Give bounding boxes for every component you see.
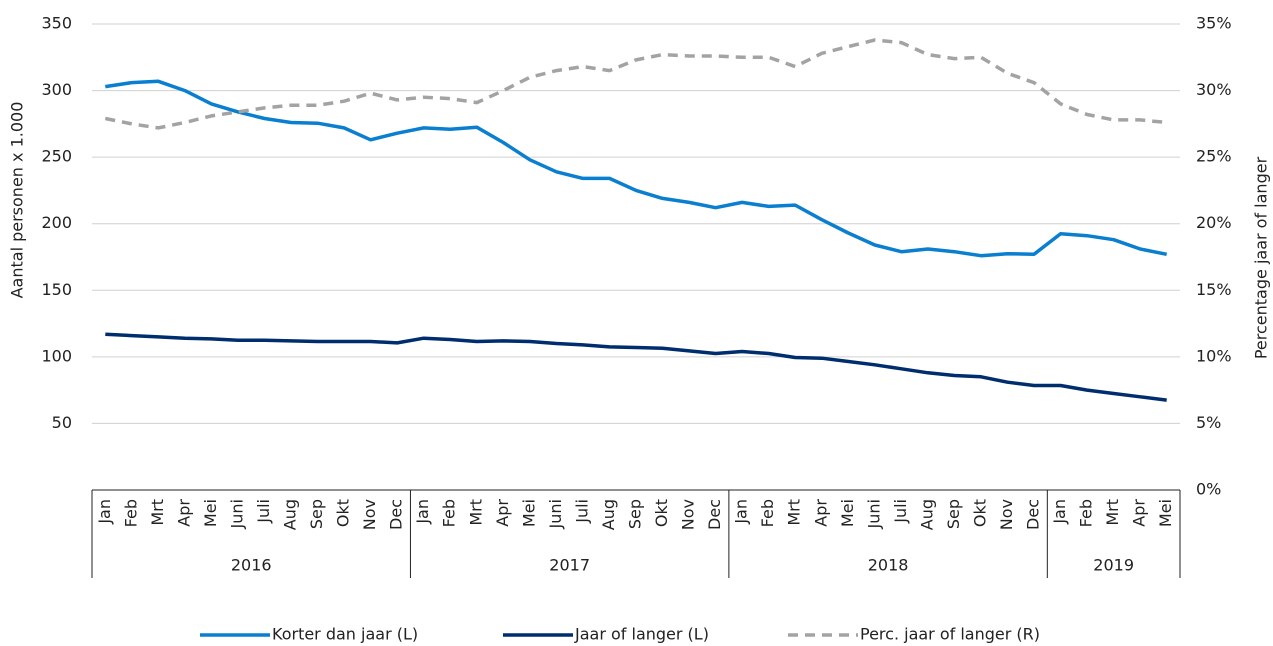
x-tick-label: Feb	[1077, 499, 1096, 527]
x-tick-label: Okt	[652, 499, 671, 527]
x-tick-label: Mrt	[148, 499, 167, 526]
y2-axis-title: Percentage jaar of langer	[1252, 156, 1271, 359]
x-tick-label: Feb	[440, 499, 459, 527]
legend-label: Perc. jaar of langer (R)	[860, 625, 1040, 644]
x-tick-label: Juni	[864, 499, 883, 529]
y2-tick-label: 5%	[1196, 413, 1221, 432]
x-tick-label: Okt	[970, 499, 989, 527]
x-tick-label: Mrt	[1103, 499, 1122, 526]
x-tick-label: Juli	[891, 499, 910, 524]
x-tick-label: Mei	[519, 499, 538, 527]
y-tick-label: 100	[41, 346, 72, 365]
group-label: 2019	[1093, 556, 1134, 575]
x-tick-label: Jan	[732, 499, 751, 525]
y2-tick-label: 20%	[1196, 213, 1232, 232]
x-tick-label: Dec	[1024, 499, 1043, 530]
x-tick-label: Juli	[572, 499, 591, 524]
y-tick-label: 300	[41, 80, 72, 99]
y2-tick-label: 35%	[1196, 14, 1232, 33]
y-tick-label: 150	[41, 280, 72, 299]
x-tick-label: Mei	[201, 499, 220, 527]
x-tick-label: Jan	[95, 499, 114, 525]
x-tick-label: Feb	[121, 499, 140, 527]
y2-tick-label: 0%	[1196, 480, 1221, 499]
x-tick-label: Nov	[679, 499, 698, 530]
x-tick-label: Aug	[599, 499, 618, 530]
x-tick-label: Apr	[174, 499, 193, 527]
x-tick-label: Mrt	[466, 499, 485, 526]
x-tick-label: Okt	[334, 499, 353, 527]
series-line	[105, 79, 1168, 258]
x-tick-label: Jan	[413, 499, 432, 525]
x-tick-label: Mei	[1156, 499, 1175, 527]
series-line	[104, 38, 1167, 130]
series-line	[105, 332, 1167, 402]
x-tick-label: Aug	[917, 499, 936, 530]
y2-tick-label: 10%	[1196, 346, 1232, 365]
x-tick-label: Apr	[493, 499, 512, 527]
y-tick-label: 350	[41, 14, 72, 33]
x-tick-label: Sep	[626, 499, 645, 529]
y-tick-label: 50	[52, 413, 72, 432]
x-tick-label: Dec	[705, 499, 724, 530]
x-tick-label: Aug	[281, 499, 300, 530]
x-tick-label: Jan	[1050, 499, 1069, 525]
x-tick-label: Juni	[546, 499, 565, 529]
y2-tick-label: 30%	[1196, 80, 1232, 99]
x-tick-label: Juni	[227, 499, 246, 529]
x-tick-label: Juli	[254, 499, 273, 524]
y2-tick-label: 25%	[1196, 147, 1232, 166]
y-tick-label: 250	[41, 147, 72, 166]
x-tick-label: Dec	[387, 499, 406, 530]
x-tick-label: Sep	[944, 499, 963, 529]
legend-label: Korter dan jaar (L)	[272, 625, 418, 644]
x-tick-label: Feb	[758, 499, 777, 527]
y-axis-title: Aantal personen x 1.000	[8, 102, 27, 299]
y2-tick-label: 15%	[1196, 280, 1232, 299]
x-tick-label: Nov	[360, 499, 379, 530]
y-tick-label: 200	[41, 213, 72, 232]
x-tick-label: Sep	[307, 499, 326, 529]
x-tick-label: Apr	[1130, 499, 1149, 527]
legend-label: Jaar of langer (L)	[574, 625, 709, 644]
x-tick-label: Mrt	[785, 499, 804, 526]
x-tick-label: Nov	[997, 499, 1016, 530]
group-label: 2018	[868, 556, 909, 575]
x-tick-label: Apr	[811, 499, 830, 527]
x-tick-label: Mei	[838, 499, 857, 527]
group-label: 2016	[231, 556, 272, 575]
group-label: 2017	[549, 556, 590, 575]
